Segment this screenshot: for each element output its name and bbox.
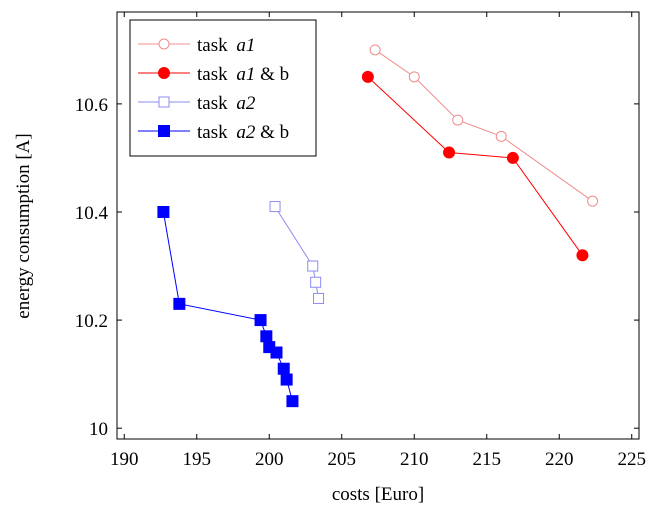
legend-label-prefix: task xyxy=(197,64,232,85)
data-point xyxy=(260,330,273,343)
data-point xyxy=(495,130,507,142)
series-2 xyxy=(361,70,589,262)
data-point xyxy=(286,395,299,408)
series-4 xyxy=(157,205,299,408)
legend-label: task a1 & b xyxy=(197,64,289,85)
data-point xyxy=(408,71,420,83)
legend-label-math: a2 xyxy=(236,122,256,143)
data-point xyxy=(576,249,589,262)
legend-marker xyxy=(158,125,170,137)
y-tick-label: 10.2 xyxy=(75,311,108,332)
data-point xyxy=(269,201,281,213)
data-point xyxy=(307,260,319,272)
data-point xyxy=(280,373,293,386)
y-tick-label: 10.4 xyxy=(75,203,109,224)
series-3 xyxy=(269,201,325,304)
series-line xyxy=(367,76,583,256)
legend-entry-3: task a2 xyxy=(138,93,256,114)
y-tick-label: 10.6 xyxy=(75,95,108,116)
x-tick-label: 205 xyxy=(328,449,357,470)
legend-label-math: a1 xyxy=(236,64,255,85)
x-tick-label: 195 xyxy=(183,449,212,470)
data-point xyxy=(254,314,267,327)
data-point xyxy=(452,114,464,126)
data-point xyxy=(443,146,456,159)
legend-label: task a1 xyxy=(197,35,255,56)
data-point xyxy=(173,297,186,310)
legend-entry-4: task a2 & b xyxy=(138,122,289,143)
data-point xyxy=(313,292,325,304)
x-tick-label: 210 xyxy=(400,449,429,470)
data-point xyxy=(361,70,374,83)
data-point xyxy=(270,346,283,359)
x-tick-label: 215 xyxy=(473,449,502,470)
legend-entry-2: task a1 & b xyxy=(138,64,289,85)
legend-marker xyxy=(158,38,170,50)
x-axis-label: costs [Euro] xyxy=(332,484,424,505)
plot-frame xyxy=(116,11,640,440)
legend-label: task a2 xyxy=(197,93,256,114)
series-1 xyxy=(369,44,599,207)
data-point xyxy=(310,276,322,288)
legend-label-prefix: task xyxy=(197,35,232,56)
data-point xyxy=(277,362,290,375)
legend-label-prefix: task xyxy=(197,93,232,114)
y-tick-label: 10 xyxy=(89,419,108,440)
legend-entry-1: task a1 xyxy=(138,35,255,56)
legend-label-math: a2 xyxy=(236,93,256,114)
data-point xyxy=(506,151,519,164)
legend-label-prefix: task xyxy=(197,122,232,143)
legend-marker xyxy=(158,96,170,108)
x-tick-label: 200 xyxy=(255,449,284,470)
data-point xyxy=(157,205,170,218)
legend-label: task a2 & b xyxy=(197,122,289,143)
series-layer xyxy=(157,44,599,408)
series-line xyxy=(374,49,593,202)
legend-label-math: a1 xyxy=(236,35,255,56)
y-axis-label: energy consumption [A] xyxy=(13,133,34,318)
x-tick-label: 225 xyxy=(618,449,647,470)
legend-label-suffix: & b xyxy=(255,64,289,85)
series-line xyxy=(274,206,320,299)
x-tick-label: 190 xyxy=(110,449,139,470)
axis-ticks: 190 195 200 205 210 215 220 225 10 10.2 10.4 10.6 xyxy=(75,12,646,470)
legend-label-suffix: & b xyxy=(255,122,289,143)
x-tick-label: 220 xyxy=(545,449,574,470)
data-point xyxy=(369,44,381,56)
data-point xyxy=(587,195,599,207)
legend-marker xyxy=(158,67,170,79)
